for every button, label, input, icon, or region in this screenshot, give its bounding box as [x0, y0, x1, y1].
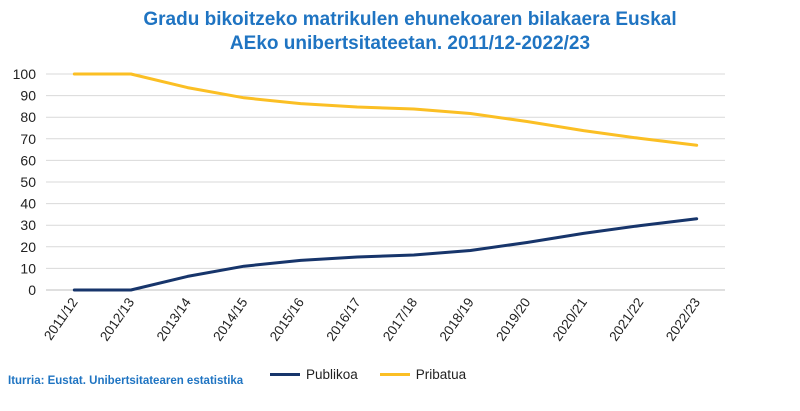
x-tick-label: 2012/13 — [97, 295, 137, 344]
legend-swatch-pribatua — [379, 373, 410, 376]
x-tick-label: 2011/12 — [41, 295, 81, 343]
source-note: Iturria: Eustat. Unibertsitatearen estat… — [8, 375, 244, 387]
chart-title-line-1: Gradu bikoitzeko matrikulen ehunekoaren … — [143, 9, 677, 30]
legend-swatch-publikoa — [270, 373, 300, 376]
series-line-pribatua — [72, 72, 699, 147]
y-tick-label: 40 — [20, 196, 36, 212]
y-tick-label: 100 — [13, 66, 37, 82]
x-tick-label: 2015/16 — [267, 295, 307, 344]
y-tick-label: 60 — [20, 152, 36, 168]
x-axis-tick-labels: 2011/12 2012/13 2013/14 2014/15 2015/16 2016/… — [41, 295, 703, 344]
y-axis-tick-labels: 0 10 20 30 40 50 60 70 80 90 100 — [13, 66, 37, 298]
legend-label-publikoa: Publikoa — [306, 367, 358, 382]
series-lines — [72, 72, 699, 292]
x-tick-label: 2016/17 — [323, 295, 363, 344]
x-tick-label: 2018/19 — [437, 295, 477, 344]
y-tick-label: 20 — [20, 239, 36, 255]
y-tick-label: 50 — [20, 174, 36, 190]
x-tick-label: 2020/21 — [550, 295, 590, 344]
x-tick-label: 2017/18 — [380, 295, 420, 344]
x-tick-label: 2021/22 — [606, 295, 646, 344]
y-tick-label: 80 — [20, 109, 36, 125]
x-tick-label: 2019/20 — [493, 295, 533, 344]
y-tick-label: 10 — [20, 260, 36, 276]
y-tick-label: 70 — [20, 131, 36, 147]
y-tick-label: 30 — [20, 217, 36, 233]
legend-item-pribatua: Pribatua — [379, 367, 467, 382]
y-tick-label: 90 — [20, 88, 36, 104]
legend-label-pribatua: Pribatua — [415, 367, 467, 382]
x-tick-label: 2022/23 — [663, 295, 703, 344]
x-tick-label: 2014/15 — [210, 295, 250, 344]
chart-title-line-2: AEko unibertsitateetan. 2011/12-2022/23 — [229, 33, 591, 54]
series-line-publikoa — [72, 217, 699, 292]
legend-item-publikoa: Publikoa — [270, 367, 358, 382]
y-tick-label: 0 — [28, 282, 36, 298]
x-tick-label: 2013/14 — [154, 295, 195, 344]
legend: Publikoa Pribatua — [270, 367, 466, 382]
gridlines — [46, 73, 725, 291]
chart-title: Gradu bikoitzeko matrikulen ehunekoaren … — [40, 8, 780, 56]
